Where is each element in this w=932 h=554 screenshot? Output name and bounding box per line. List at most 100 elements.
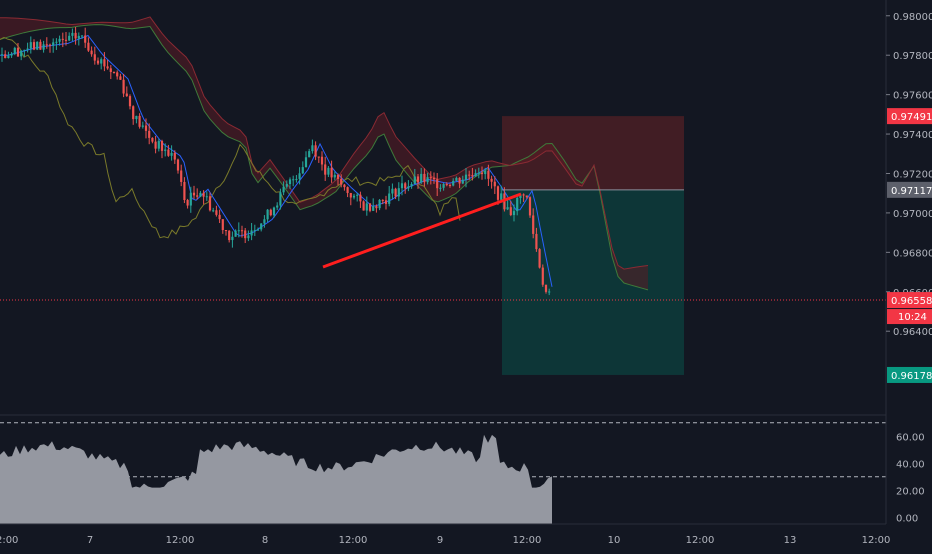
candle-body [493, 181, 496, 187]
candle [29, 36, 32, 54]
candle [464, 168, 468, 188]
candle [247, 230, 250, 242]
candle [266, 209, 269, 223]
candle-body [186, 200, 189, 206]
trend-line [322, 192, 522, 269]
take-profit-zone [502, 189, 684, 375]
candle [180, 164, 183, 187]
candle-body [48, 44, 52, 46]
candle [80, 35, 84, 39]
candle [397, 182, 400, 202]
candle [141, 121, 144, 129]
candle-body [320, 156, 324, 165]
candle-body [484, 170, 487, 175]
candle [0, 47, 4, 62]
candle [461, 175, 464, 185]
candle [538, 248, 541, 269]
candle-body [269, 209, 272, 216]
candle [512, 204, 516, 222]
candle [311, 139, 314, 154]
candle-body [109, 68, 112, 72]
candle [269, 208, 272, 217]
candle-body [509, 207, 512, 216]
candle [192, 185, 196, 199]
candle [368, 203, 372, 213]
candle-body [340, 178, 343, 185]
candle-body [352, 195, 356, 198]
candle [138, 113, 141, 129]
candle-body [151, 137, 154, 142]
price-tick-label: 0.97200 [893, 169, 932, 180]
candle [445, 182, 448, 187]
candle [317, 156, 320, 163]
oscillator-tick-label: 0.00 [896, 513, 918, 524]
price-tick-label: 0.97000 [893, 209, 932, 220]
time-tick-label: 9 [437, 535, 443, 546]
candle-body [148, 130, 151, 138]
candle [231, 231, 234, 248]
candle [32, 39, 36, 51]
candle [308, 148, 311, 158]
candle [359, 191, 362, 208]
candle-body [215, 210, 218, 215]
candle [314, 141, 317, 161]
candle-body [20, 50, 23, 57]
candle [103, 52, 106, 72]
candle-body [410, 184, 413, 187]
candle [490, 175, 493, 189]
candle-body [180, 170, 183, 182]
candle [301, 161, 304, 175]
candle [196, 188, 199, 200]
candle [77, 32, 80, 46]
candle [285, 180, 288, 189]
candle-body [308, 151, 311, 158]
candle-body [135, 115, 138, 120]
candle [349, 192, 352, 206]
cloud-span-a [0, 24, 649, 291]
candle-body [359, 194, 362, 202]
candle [128, 94, 132, 110]
candle [304, 151, 308, 168]
price-label-text: 0.96558 [891, 296, 932, 307]
stop-loss-zone [502, 116, 684, 190]
candle [253, 224, 256, 237]
candle [327, 165, 330, 178]
candle [109, 65, 112, 80]
candle [112, 71, 116, 74]
candle [125, 86, 128, 97]
candle-body [87, 42, 90, 51]
candle-body [199, 192, 202, 197]
candle-body [68, 35, 71, 41]
lagging-span [0, 36, 461, 239]
candle-body [240, 230, 244, 232]
candle-body [490, 178, 493, 182]
candle-body [4, 54, 7, 59]
candle [298, 167, 301, 185]
candle-body [432, 177, 436, 180]
candle-body [224, 230, 228, 232]
candle [400, 175, 404, 196]
candle [68, 32, 71, 42]
candle [176, 158, 180, 174]
candle-body [407, 186, 410, 189]
candle-body [429, 177, 432, 179]
candle [263, 215, 266, 228]
candle-body [304, 157, 308, 168]
candle-body [36, 41, 39, 50]
price-label-box [887, 181, 932, 198]
candle-body [205, 196, 208, 198]
candle-body [237, 230, 240, 232]
candle [340, 174, 343, 188]
candle-body [176, 159, 180, 171]
candle [356, 192, 359, 202]
candle-body [279, 192, 282, 206]
candle-body [42, 44, 45, 50]
candle [90, 46, 93, 57]
candle [36, 41, 39, 51]
candle [535, 227, 538, 252]
candle-body [10, 53, 13, 56]
candle [468, 170, 471, 181]
candle [100, 57, 103, 70]
